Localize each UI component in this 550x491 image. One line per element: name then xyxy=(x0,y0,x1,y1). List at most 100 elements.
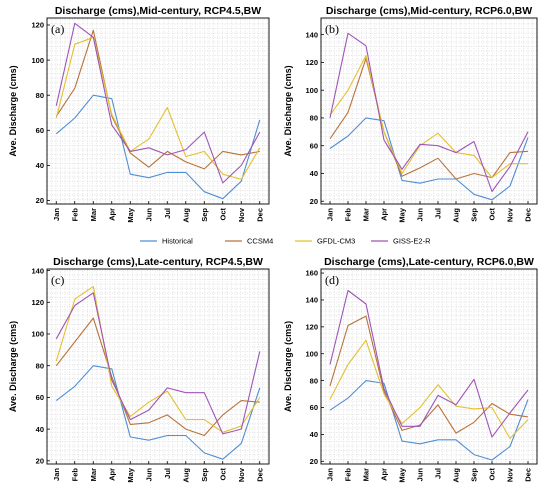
x-tick-label: Dec xyxy=(524,208,533,222)
chart-panel-c: 20 40 60 80 100 120 140 Jan Feb Mar Apr May Jun Jul Au… xyxy=(8,256,270,483)
x-tick-label: Aug xyxy=(181,208,190,223)
x-tick-label: Mar xyxy=(362,208,371,221)
x-tick-label: Feb xyxy=(344,468,353,482)
y-tick-label: 120 xyxy=(31,298,44,307)
series-line-giss-e2-r xyxy=(329,289,529,438)
x-tick-label: Aug xyxy=(181,468,190,483)
y-tick-label: 80 xyxy=(310,376,318,385)
y-tick-label: 100 xyxy=(31,56,44,65)
x-tick-label: Sep xyxy=(470,208,479,222)
x-tick-label: Feb xyxy=(70,468,79,482)
series-line-giss-e2-r xyxy=(55,292,261,435)
plot-area xyxy=(47,18,269,204)
x-tick-label: Mar xyxy=(362,468,371,481)
y-axis-label: Ave. Discharge (cms) xyxy=(8,65,18,156)
panel-label: (a) xyxy=(51,22,64,36)
plot-frame xyxy=(46,17,270,205)
x-tick-label: Dec xyxy=(255,468,264,482)
legend: Historical CCSM4 GFDL-CM3 GISS-E2-R xyxy=(140,237,431,246)
panel-label: (c) xyxy=(51,273,64,287)
y-tick-label: 80 xyxy=(36,361,44,370)
y-tick-label: 120 xyxy=(305,58,318,67)
legend-label: GFDL-CM3 xyxy=(317,237,355,246)
x-tick-label: Apr xyxy=(380,208,389,221)
legend-item-giss-e2-r: GISS-E2-R xyxy=(371,237,431,246)
y-tick-label: 20 xyxy=(36,196,44,205)
panel-label: (d) xyxy=(325,273,339,287)
x-tick-label: Jan xyxy=(52,468,61,481)
legend-item-ccsm4: CCSM4 xyxy=(225,237,273,246)
x-tick-label: Jun xyxy=(416,468,425,482)
y-tick-label: 60 xyxy=(310,403,318,412)
x-tick-label: May xyxy=(398,467,407,482)
y-tick-label: 140 xyxy=(305,30,318,39)
chart-panel-b: 20 40 60 80 100 120 140 Jan Feb Mar Apr May Jun Jul Au… xyxy=(283,5,538,223)
plot-area xyxy=(47,269,269,464)
series-line-historical xyxy=(329,380,529,461)
y-axis-label: Ave. Discharge (cms) xyxy=(8,321,18,412)
y-tick-label: 120 xyxy=(31,21,44,30)
x-tick-label: Jan xyxy=(326,208,335,221)
x-tick-label: Nov xyxy=(506,207,515,222)
series-line-gfdl-cm3 xyxy=(55,36,261,180)
panel-label: (b) xyxy=(325,22,339,36)
chart-title: Discharge (cms),Late-century, RCP6.0,BW xyxy=(324,256,534,268)
x-tick-label: Jul xyxy=(163,208,172,219)
y-tick-label: 40 xyxy=(310,430,318,439)
y-tick-label: 20 xyxy=(310,197,318,206)
y-tick-label: 40 xyxy=(36,161,44,170)
legend-item-gfdl-cm3: GFDL-CM3 xyxy=(295,237,355,246)
x-tick-label: May xyxy=(126,207,135,222)
y-tick-label: 140 xyxy=(305,296,318,305)
legend-label: Historical xyxy=(162,237,193,246)
x-tick-label: Aug xyxy=(452,468,461,483)
x-tick-label: Jan xyxy=(52,208,61,221)
y-axis-label: Ave. Discharge (cms) xyxy=(283,321,293,412)
y-tick-label: 60 xyxy=(310,141,318,150)
x-tick-label: Jun xyxy=(144,468,153,482)
legend-item-historical: Historical xyxy=(140,237,193,246)
y-tick-label: 40 xyxy=(310,169,318,178)
x-tick-label: Sep xyxy=(470,468,479,482)
y-tick-label: 40 xyxy=(36,425,44,434)
y-tick-label: 60 xyxy=(36,126,44,135)
x-tick-label: Dec xyxy=(524,468,533,482)
grid xyxy=(47,269,269,464)
chart-title: Discharge (cms),Late-century, RCP4.5,BW xyxy=(53,256,263,268)
plot-frame xyxy=(46,268,270,465)
y-tick-label: 80 xyxy=(36,91,44,100)
series-line-ccsm4 xyxy=(329,57,529,180)
x-tick-label: Jul xyxy=(434,468,443,479)
x-tick-label: Jun xyxy=(144,208,153,222)
x-tick-label: Feb xyxy=(70,208,79,222)
series-line-giss-e2-r xyxy=(55,22,261,184)
x-tick-label: Mar xyxy=(89,208,98,221)
x-tick-label: Oct xyxy=(488,208,497,221)
chart-panel-d: 20 40 60 80 100 120 140 160 Jan Feb Mar Apr May Jun Ju… xyxy=(283,256,538,483)
y-tick-label: 160 xyxy=(305,269,318,278)
x-tick-label: Mar xyxy=(89,468,98,481)
x-tick-label: Jul xyxy=(163,468,172,479)
x-tick-label: Sep xyxy=(200,468,209,482)
x-tick-label: Nov xyxy=(237,207,246,222)
x-tick-label: Nov xyxy=(506,467,515,482)
y-tick-label: 100 xyxy=(305,349,318,358)
x-tick-label: Apr xyxy=(107,208,116,221)
plot-frame xyxy=(320,268,538,465)
y-tick-label: 100 xyxy=(31,330,44,339)
series-line-gfdl-cm3 xyxy=(55,285,261,433)
x-tick-label: Oct xyxy=(218,208,227,221)
x-tick-label: Feb xyxy=(344,208,353,222)
x-tick-label: Jan xyxy=(326,468,335,481)
series-line-gfdl-cm3 xyxy=(329,339,529,439)
x-tick-label: Oct xyxy=(218,468,227,481)
series-line-gfdl-cm3 xyxy=(329,54,528,179)
y-axis-label: Ave. Discharge (cms) xyxy=(283,65,293,156)
y-tick-label: 20 xyxy=(36,457,44,466)
series-line-giss-e2-r xyxy=(329,32,529,193)
series-line-historical xyxy=(55,94,261,200)
y-tick-label: 20 xyxy=(310,457,318,466)
y-tick-label: 100 xyxy=(305,86,318,95)
y-tick-label: 60 xyxy=(36,393,44,402)
